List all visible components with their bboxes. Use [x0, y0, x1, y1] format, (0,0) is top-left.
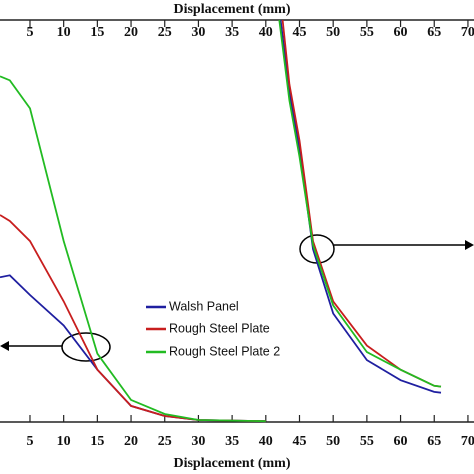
- top-x-tick-label: 40: [259, 25, 273, 40]
- x-tick-label: 15: [90, 434, 104, 449]
- line-series: [0, 19, 442, 423]
- top-x-tick-label: 60: [394, 25, 408, 40]
- arrow-head: [0, 341, 9, 351]
- legend-label: Rough Steel Plate 2: [169, 344, 280, 358]
- arrow-head: [465, 240, 474, 250]
- top-x-tick-label: 65: [427, 25, 441, 40]
- x-tick-label: 10: [57, 434, 71, 449]
- top-x-tick-label: 55: [360, 25, 374, 40]
- x-tick-label: 35: [225, 434, 239, 449]
- top-x-tick-label: 30: [191, 25, 205, 40]
- x-tick-label: 20: [124, 434, 138, 449]
- x-axis-title: Displacement (mm): [173, 456, 290, 471]
- x-tick-label: 40: [259, 434, 273, 449]
- x-tick-label: 25: [158, 434, 172, 449]
- x-tick-label: 65: [427, 434, 441, 449]
- x-tick-label: 30: [191, 434, 205, 449]
- legend-label: Rough Steel Plate: [169, 321, 270, 335]
- line-series: [0, 19, 442, 423]
- top-x-tick-label: 70: [461, 25, 474, 40]
- x-tick-label: 55: [360, 434, 374, 449]
- x-tick-label: 50: [326, 434, 340, 449]
- top-x-tick-label: 15: [90, 25, 104, 40]
- top-x-tick-label: 10: [57, 25, 71, 40]
- annotation-ellipse: [61, 332, 111, 362]
- top-x-axis-title: Displacement (mm): [173, 2, 290, 17]
- top-x-tick-label: 50: [326, 25, 340, 40]
- top-x-tick-label: 45: [292, 25, 306, 40]
- line-series: [0, 19, 442, 423]
- x-tick-label: 70: [461, 434, 474, 449]
- top-x-tick-label: 20: [124, 25, 138, 40]
- x-tick-label: 60: [394, 434, 408, 449]
- top-x-tick-label: 35: [225, 25, 239, 40]
- top-x-tick-label: 5: [26, 25, 33, 40]
- x-tick-label: 45: [292, 434, 306, 449]
- legend-label: Walsh Panel: [169, 299, 239, 313]
- top-x-tick-label: 25: [158, 25, 172, 40]
- x-tick-label: 5: [26, 434, 33, 449]
